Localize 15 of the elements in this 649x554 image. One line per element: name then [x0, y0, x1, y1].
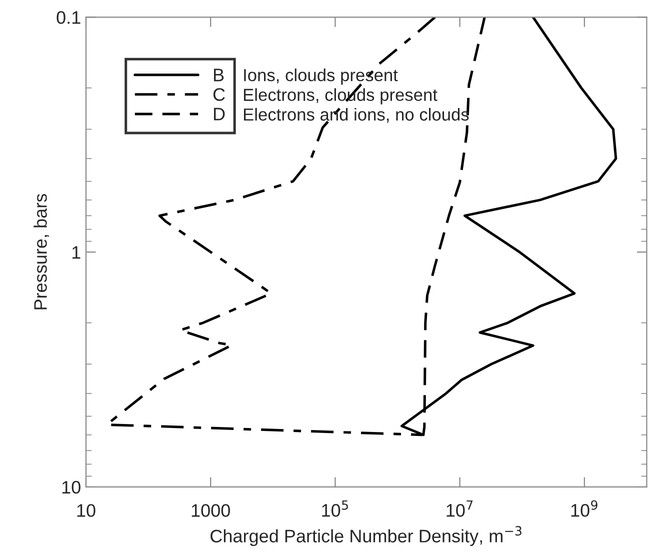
x-axis-title: Charged Particle Number Density, m$^{−3}$: [210, 526, 522, 546]
y-tick-label: 1: [72, 246, 80, 259]
x-tick-label: 10$^{9}$: [571, 500, 598, 517]
annotation: Ions, clouds present: [244, 68, 398, 85]
legend-label: D: [214, 108, 225, 120]
x-tick-label: 10: [77, 504, 96, 517]
y-tick-label: 0.1: [56, 11, 80, 24]
x-tick-label: 10$^{7}$: [446, 500, 473, 517]
legend-label: B: [214, 68, 224, 82]
legend-label: C: [213, 88, 225, 101]
annotation: Electrons and ions, no clouds: [244, 108, 469, 123]
x-tick-label: 1000: [192, 504, 230, 517]
y-tick-label: 10: [62, 480, 80, 494]
y-axis-title: Pressure, bars: [34, 194, 50, 310]
x-tick-label: 10$^{5}$: [322, 500, 348, 517]
